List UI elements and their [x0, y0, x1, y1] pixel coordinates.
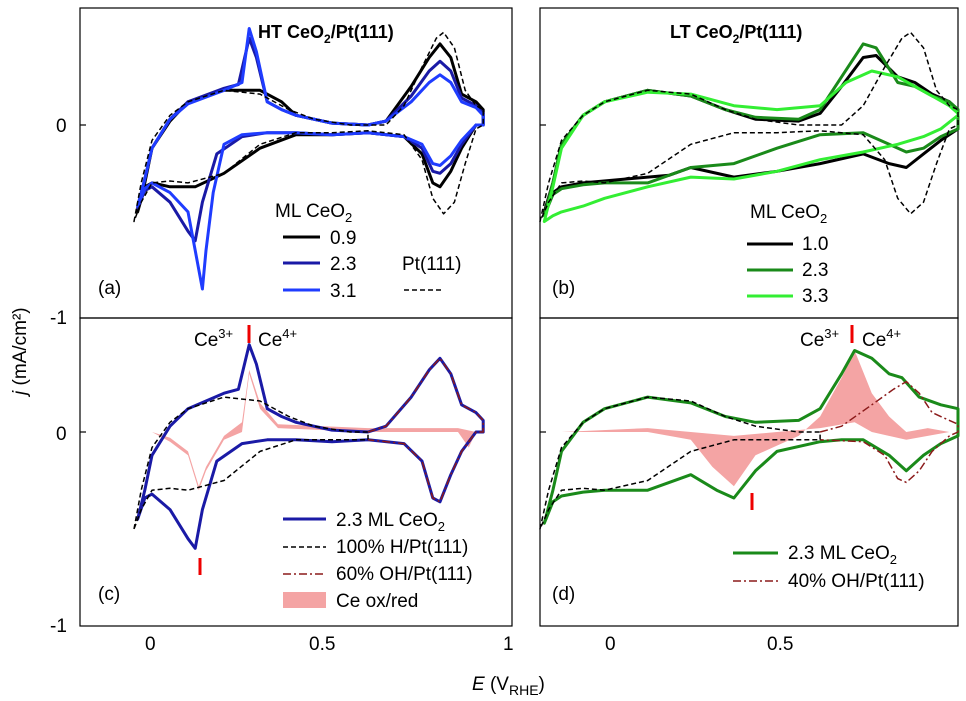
ytick-c-0: 0	[56, 424, 67, 445]
series-line-3	[539, 31, 959, 223]
legend-c-label-0: 2.3 ML CeO2	[336, 510, 445, 534]
series-line-2	[367, 357, 484, 503]
series-line-1	[542, 42, 960, 218]
series-line-2	[539, 396, 821, 530]
legend-b-title: ML CeO2	[750, 202, 827, 226]
annot-c-ce4: Ce4+	[258, 326, 297, 351]
legend-b-label-2: 3.3	[802, 286, 828, 307]
legend-a-title: ML CeO2	[275, 201, 352, 225]
panel-letter-a: (a)	[98, 278, 121, 299]
legend-b-label-0: 1.0	[802, 234, 828, 255]
legend-c-swatch-3	[283, 592, 326, 608]
panel-d	[539, 349, 960, 530]
xtick-c-0: 0	[145, 634, 156, 655]
legend-a-label-0: 0.9	[330, 228, 356, 249]
legend-d-label-0: 2.3 ML CeO2	[788, 543, 897, 567]
legend-a-label-1: 2.3	[330, 254, 356, 275]
panel-letter-c: (c)	[98, 584, 120, 605]
series-line-1	[133, 396, 369, 530]
x-axis-label: E (VRHE)	[472, 674, 545, 698]
panel-b	[539, 31, 960, 223]
xtick-d-0: 0	[605, 634, 616, 655]
series-line-0	[542, 349, 960, 525]
panel-letter-d: (d)	[552, 584, 575, 605]
panel-d-frame	[539, 317, 959, 627]
y-axis-label: j (mA/cm²)	[10, 307, 31, 398]
ytick-c-neg1: -1	[50, 616, 67, 637]
ytick-a-neg1: -1	[50, 308, 67, 329]
title-b: LT CeO2/Pt(111)	[670, 22, 802, 46]
legend-c-label-1: 100% H/Pt(111)	[336, 537, 468, 558]
series-line-0	[136, 42, 485, 214]
panel-c-frame	[79, 317, 513, 627]
panel-letter-b: (b)	[552, 278, 575, 299]
xtick-d-05: 0.5	[767, 634, 793, 655]
ce-ox-red-fill	[561, 350, 950, 487]
legend-c-label-2: 60% OH/Pt(111)	[336, 564, 473, 585]
annot-c-ce3: Ce3+	[194, 326, 233, 351]
xtick-c-1: 1	[503, 634, 514, 655]
series-line-2	[136, 27, 485, 291]
series-line-1	[819, 380, 959, 484]
legend-d-label-1: 40% OH/Pt(111)	[788, 571, 925, 592]
ce-ox-red-fill	[152, 369, 476, 491]
annot-d-ce3: Ce3+	[800, 326, 839, 351]
legend-a-pt111: Pt(111)	[402, 254, 462, 275]
series-line-3	[133, 31, 484, 223]
legend-b-label-1: 2.3	[802, 260, 828, 281]
panel-c	[80, 343, 485, 550]
legend-a-label-2: 3.1	[330, 281, 356, 302]
xtick-c-05: 0.5	[309, 634, 335, 655]
legend-c-label-3: Ce ox/red	[336, 591, 418, 612]
ytick-a-0: 0	[56, 116, 67, 137]
series-line-0	[136, 343, 485, 550]
panel-a	[80, 27, 485, 291]
annot-d-ce4: Ce4+	[862, 326, 901, 351]
series-line-2	[542, 69, 960, 223]
title-a: HT CeO2/Pt(111)	[258, 22, 394, 46]
